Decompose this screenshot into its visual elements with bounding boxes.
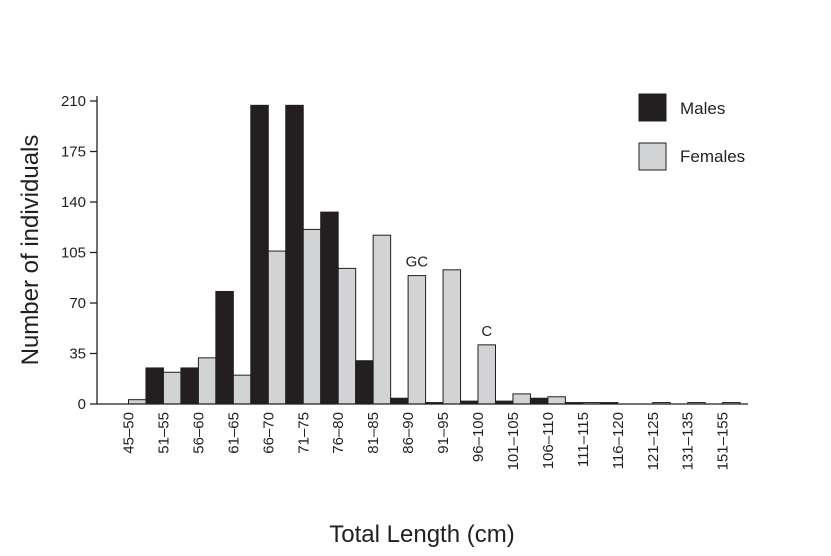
bar-females xyxy=(232,374,252,405)
x-tick-label: 111–115 xyxy=(575,412,592,467)
x-tick-label: 61–65 xyxy=(225,412,242,454)
legend-label-males: Males xyxy=(680,99,725,118)
y-tick-label: 105 xyxy=(61,245,86,262)
bar-males xyxy=(215,290,234,405)
bar-females xyxy=(197,357,217,405)
y-tick-label: 0 xyxy=(78,396,86,413)
x-tick-label: 121–125 xyxy=(645,412,662,470)
bar-males xyxy=(529,397,549,405)
axes-group xyxy=(96,96,748,405)
bar-males xyxy=(320,211,339,405)
bar-females xyxy=(477,344,496,405)
legend: Males Females xyxy=(638,93,745,171)
bar-females xyxy=(442,269,462,405)
bar-males xyxy=(355,360,374,405)
x-tick-label: 116–120 xyxy=(610,412,627,469)
x-tick-label: 91–95 xyxy=(435,412,452,454)
legend-swatch-males xyxy=(638,93,667,122)
x-tick-label: 56–60 xyxy=(190,412,207,454)
x-tick-label: 76–80 xyxy=(330,412,347,454)
y-axis-title: Number of individuals xyxy=(17,135,44,366)
bar-females xyxy=(162,371,182,405)
bar-males xyxy=(250,104,269,405)
bar-females xyxy=(372,234,392,405)
x-tick-label: 51–55 xyxy=(155,412,172,454)
x-tick-label: 45–50 xyxy=(121,412,138,454)
bar-males xyxy=(180,367,199,405)
x-tick-label: 81–85 xyxy=(365,412,382,454)
bars-group xyxy=(128,104,741,405)
y-ticks-group: 0 35 70 105 140 175 210 xyxy=(61,93,97,413)
x-tick-label: 66–70 xyxy=(260,412,277,454)
x-tick-label: 131–135 xyxy=(680,412,697,470)
x-tick-label: 86–90 xyxy=(400,412,417,454)
annotation-label: C xyxy=(481,323,492,340)
y-tick-label: 140 xyxy=(61,194,86,211)
y-tick-label: 35 xyxy=(69,346,86,363)
legend-swatch-females xyxy=(638,142,667,171)
bar-females xyxy=(267,250,287,405)
bar-females xyxy=(337,267,357,405)
bar-females xyxy=(547,396,566,405)
x-tick-label: 151–155 xyxy=(715,412,732,470)
bar-females xyxy=(512,393,531,405)
x-tick-label: 106–110 xyxy=(540,412,557,469)
x-tick-labels-group: 45–50 51–55 56–60 61–65 66–70 71–75 76–80 81–85… xyxy=(121,412,732,470)
bar-females xyxy=(407,275,427,405)
bar-males xyxy=(285,104,304,405)
bar-males xyxy=(390,397,409,405)
bar-females xyxy=(302,228,322,405)
y-tick-label: 70 xyxy=(69,295,86,312)
annotations-group: GC C xyxy=(406,254,493,340)
x-axis-title: Total Length (cm) xyxy=(329,521,514,548)
x-tick-label: 96–100 xyxy=(470,412,487,462)
y-tick-label: 210 xyxy=(61,93,86,110)
legend-label-females: Females xyxy=(680,147,745,166)
annotation-label: GC xyxy=(406,254,429,271)
x-tick-label: 101–105 xyxy=(505,412,522,470)
bar-males xyxy=(145,367,164,405)
x-tick-label: 71–75 xyxy=(295,412,312,454)
y-tick-label: 175 xyxy=(61,144,86,161)
